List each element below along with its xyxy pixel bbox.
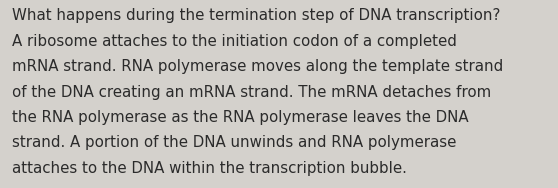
Text: mRNA strand. RNA polymerase moves along the template strand: mRNA strand. RNA polymerase moves along … (12, 59, 503, 74)
Text: attaches to the DNA within the transcription bubble.: attaches to the DNA within the transcrip… (12, 161, 407, 176)
Text: A ribosome attaches to the initiation codon of a completed: A ribosome attaches to the initiation co… (12, 34, 457, 49)
Text: strand. A portion of the DNA unwinds and RNA polymerase: strand. A portion of the DNA unwinds and… (12, 135, 456, 150)
Text: of the DNA creating an mRNA strand. The mRNA detaches from: of the DNA creating an mRNA strand. The … (12, 85, 492, 100)
Text: the RNA polymerase as the RNA polymerase leaves the DNA: the RNA polymerase as the RNA polymerase… (12, 110, 469, 125)
Text: What happens during the termination step of DNA transcription?: What happens during the termination step… (12, 8, 501, 24)
